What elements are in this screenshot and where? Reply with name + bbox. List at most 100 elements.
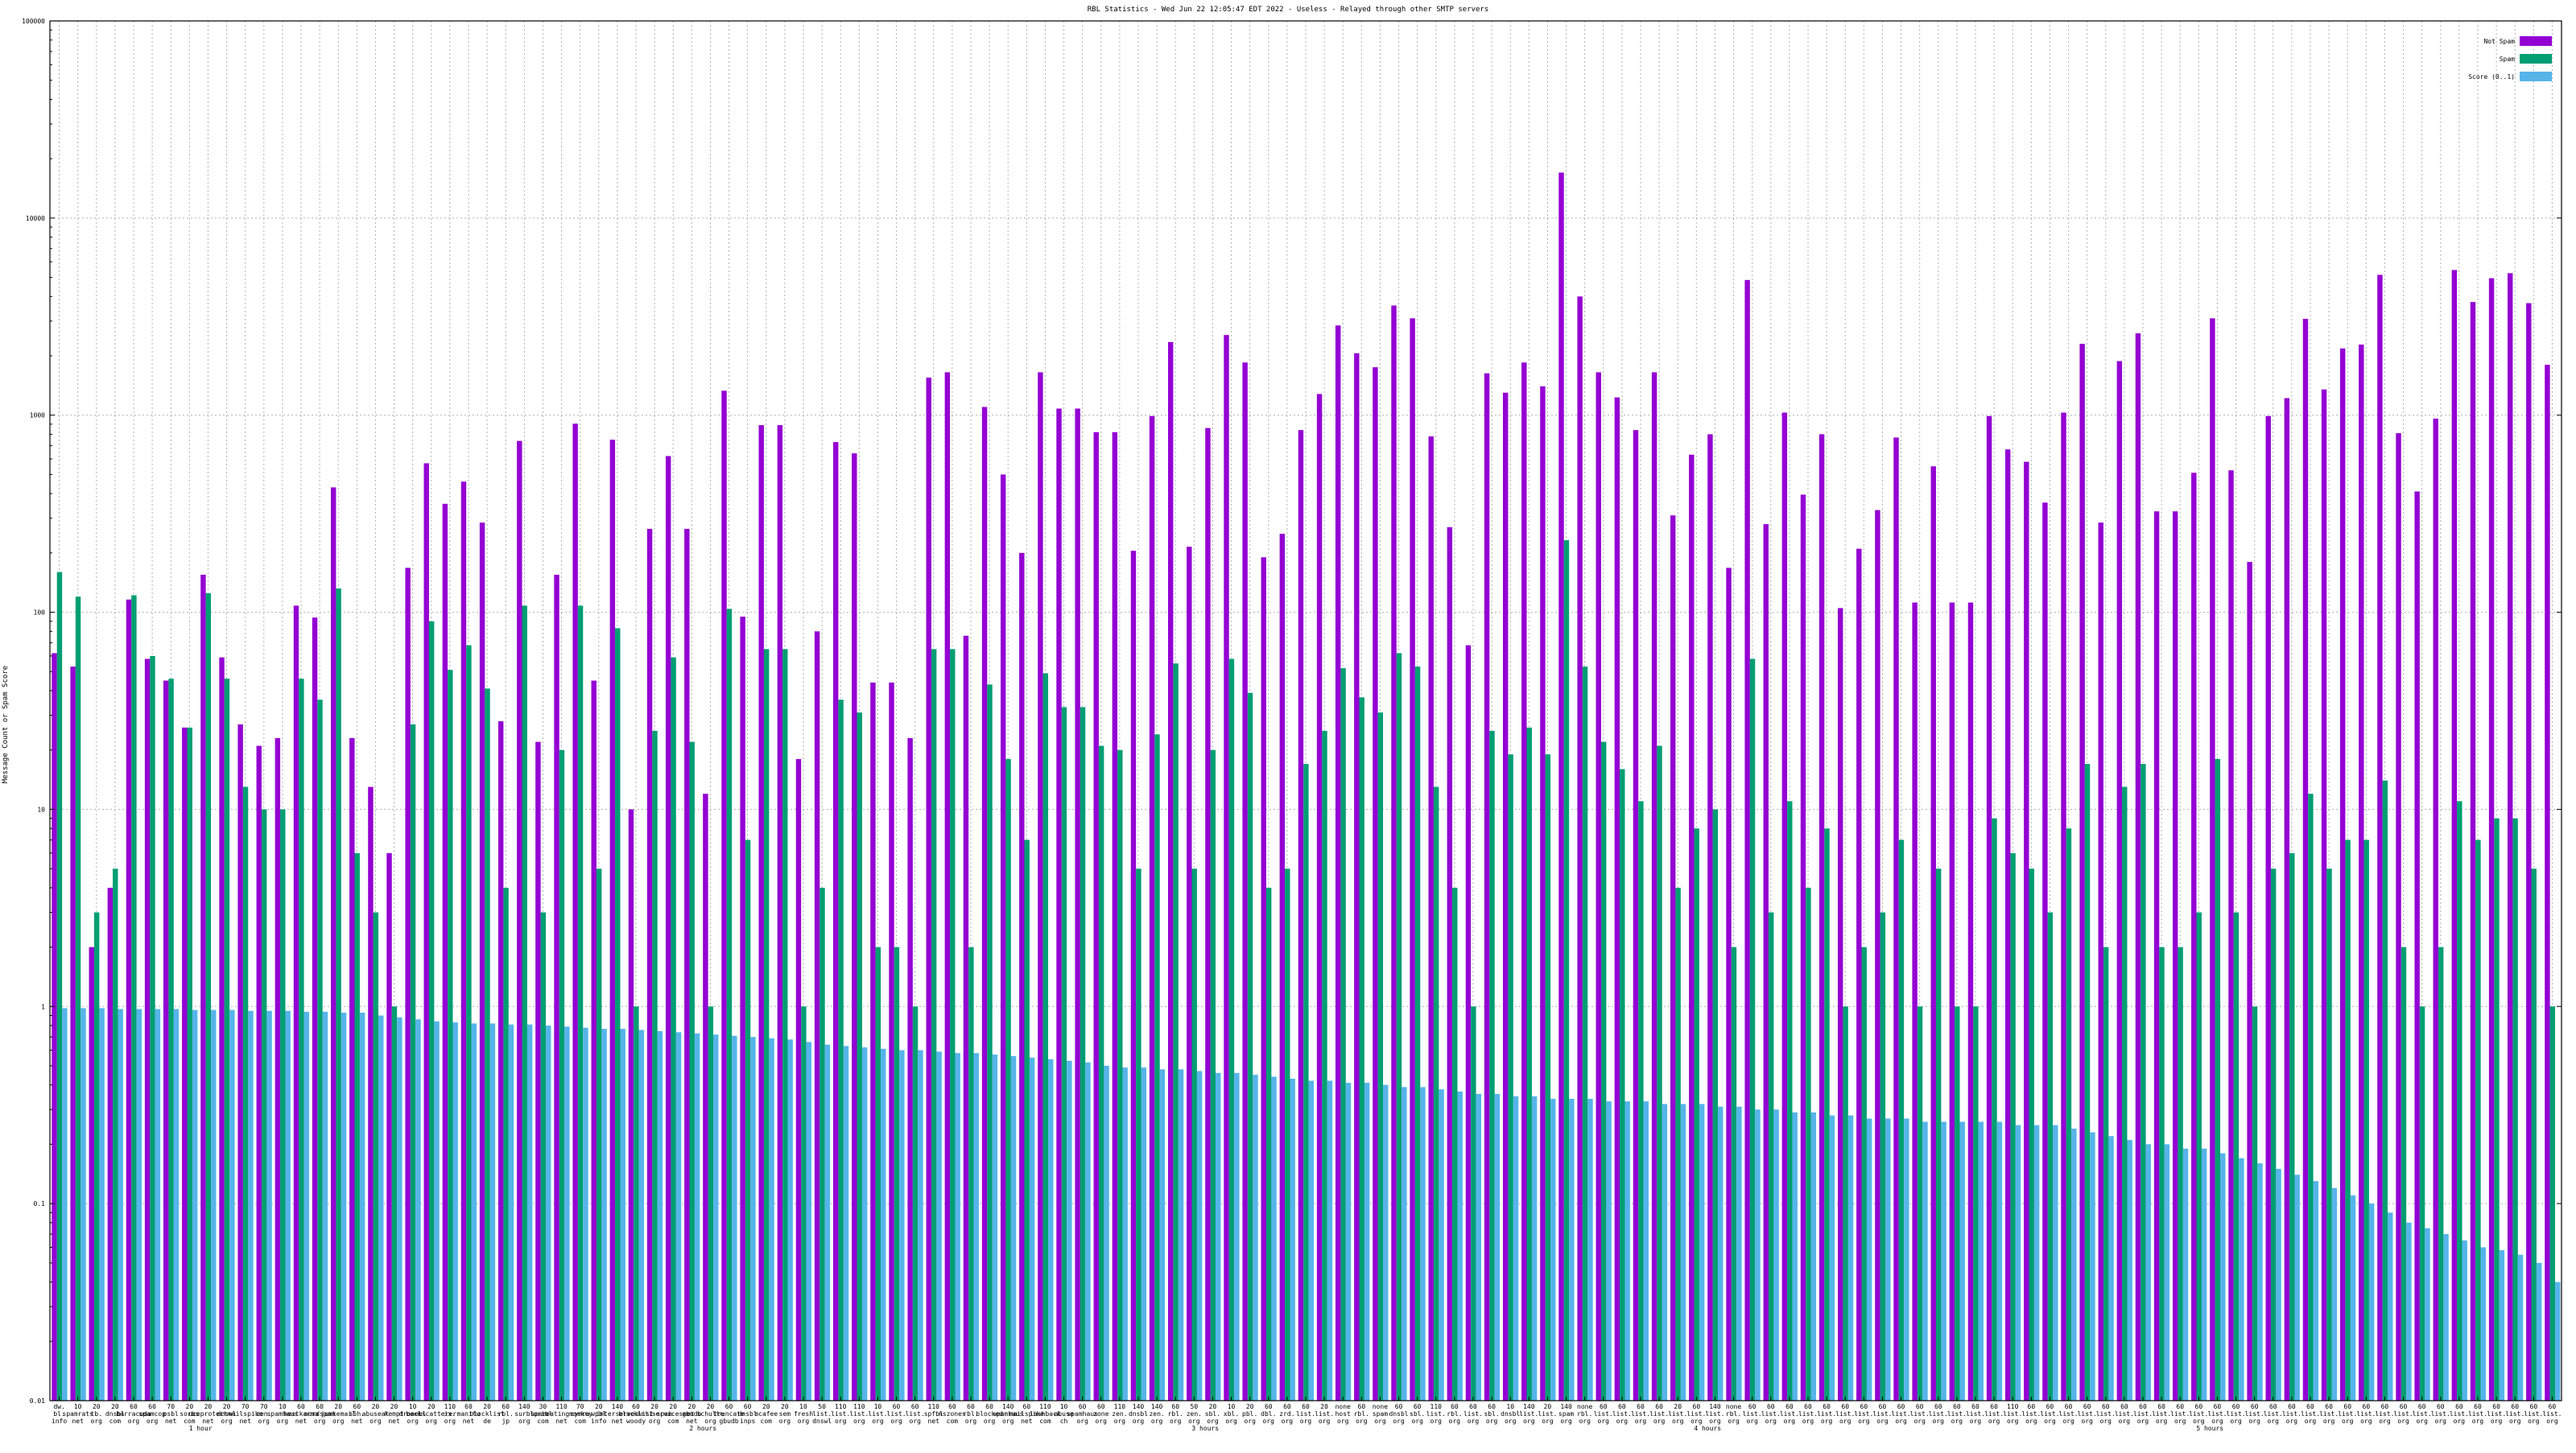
bar-not-spam-9 xyxy=(219,657,225,1401)
x-tick-label-mid-83: list. xyxy=(1594,1410,1613,1418)
x-tick-label-mid-48: nszones xyxy=(939,1410,966,1418)
x-tick-label-mid-19: dronebl xyxy=(399,1410,427,1418)
bar-not-spam-71 xyxy=(1373,367,1378,1401)
bar-spam-67 xyxy=(1303,764,1309,1401)
bar-spam-43 xyxy=(857,712,862,1401)
x-tick-label-top-128: 60 xyxy=(2437,1403,2445,1410)
x-tick-label-top-91: 60 xyxy=(1748,1403,1757,1410)
x-tick-label-mid-16: s5h. xyxy=(349,1410,365,1418)
x-tick-label-bot-115: org xyxy=(2193,1418,2205,1425)
x-hour-label-2: 3 hours xyxy=(1191,1425,1219,1432)
bar-spam-28 xyxy=(577,605,584,1401)
x-tick-label-mid-88: list. xyxy=(1686,1410,1706,1418)
x-hour-label-1: 2 hours xyxy=(689,1425,716,1432)
x-tick-label-mid-101: list. xyxy=(1929,1410,1948,1418)
bar-not-spam-35 xyxy=(703,794,708,1401)
x-tick-label-mid-5: spamcop xyxy=(138,1410,166,1418)
bar-score-0-1--109 xyxy=(2090,1132,2095,1401)
bar-spam-23 xyxy=(485,688,490,1401)
x-tick-label-bot-80: org xyxy=(1542,1418,1554,1425)
x-tick-label-mid-57: zen. xyxy=(1112,1410,1127,1418)
bar-score-0-1--54 xyxy=(1067,1060,1072,1401)
bar-score-0-1--105 xyxy=(2015,1125,2021,1401)
bar-spam-80 xyxy=(1545,754,1551,1401)
x-tick-label-bot-73: org xyxy=(1411,1418,1423,1425)
bar-score-0-1--5 xyxy=(155,1009,161,1401)
x-tick-label-mid-105: list. xyxy=(2003,1410,2022,1418)
x-tick-label-top-30: 140 xyxy=(612,1403,624,1410)
x-tick-label-top-17: 20 xyxy=(372,1403,380,1410)
bar-not-spam-72 xyxy=(1391,305,1397,1401)
x-tick-label-bot-10: net xyxy=(239,1418,251,1425)
x-tick-label-bot-19: org xyxy=(407,1418,419,1425)
x-tick-label-mid-32: anti-spam xyxy=(637,1410,672,1418)
bar-not-spam-7 xyxy=(182,727,188,1401)
bar-not-spam-73 xyxy=(1410,318,1415,1401)
x-tick-label-mid-30: interserver xyxy=(596,1410,638,1418)
bar-score-0-1--44 xyxy=(881,1048,886,1401)
bar-score-0-1--119 xyxy=(2276,1169,2281,1401)
x-tick-label-bot-119: org xyxy=(2268,1418,2280,1425)
x-tick-label-bot-64: org xyxy=(1244,1418,1256,1425)
x-tick-label-mid-93: list. xyxy=(1780,1410,1799,1418)
bar-spam-117 xyxy=(2233,912,2240,1401)
x-tick-label-mid-68: list. xyxy=(1315,1410,1334,1418)
legend-swatch-0 xyxy=(2520,36,2552,46)
bar-spam-47 xyxy=(931,649,937,1401)
bar-not-spam-69 xyxy=(1335,325,1341,1401)
bar-spam-64 xyxy=(1247,692,1253,1401)
bar-not-spam-70 xyxy=(1354,353,1360,1401)
bar-spam-69 xyxy=(1340,668,1346,1401)
bar-score-0-1--68 xyxy=(1327,1080,1333,1401)
bar-spam-24 xyxy=(503,887,509,1401)
bar-score-0-1--7 xyxy=(192,1009,198,1401)
x-tick-label-mid-132: list. xyxy=(2505,1410,2524,1418)
x-tick-label-top-90: none xyxy=(1726,1403,1741,1410)
x-tick-label-mid-21: ix. xyxy=(444,1410,456,1418)
x-tick-label-mid-1: spamrats xyxy=(62,1410,93,1418)
x-tick-label-top-66: 60 xyxy=(1283,1403,1291,1410)
x-tick-label-bot-132: org xyxy=(2509,1418,2521,1425)
x-tick-label-top-8: 20 xyxy=(204,1403,213,1410)
bar-not-spam-111 xyxy=(2116,361,2123,1401)
x-tick-label-mid-121: list. xyxy=(2301,1410,2320,1418)
x-tick-label-mid-125: list. xyxy=(2375,1410,2394,1418)
x-tick-label-top-94: 60 xyxy=(1804,1403,1812,1410)
x-tick-label-top-45: 60 xyxy=(893,1403,901,1410)
x-tick-label-top-133: 60 xyxy=(2530,1403,2538,1410)
x-tick-label-bot-128: org xyxy=(2435,1418,2447,1425)
x-tick-label-bot-8: net xyxy=(202,1418,214,1425)
bar-score-0-1--10 xyxy=(248,1010,254,1401)
bar-spam-54 xyxy=(1061,707,1067,1401)
bar-spam-49 xyxy=(968,947,974,1401)
bar-score-0-1--81 xyxy=(1569,1099,1575,1401)
bar-spam-60 xyxy=(1173,663,1179,1401)
y-tick-label-4: 100 xyxy=(34,609,46,617)
legend-label-2: Score (0..1) xyxy=(2468,73,2515,80)
bar-score-0-1--3 xyxy=(118,1009,123,1401)
x-tick-label-bot-57: org xyxy=(1114,1418,1126,1425)
x-tick-label-top-60: 60 xyxy=(1171,1403,1179,1410)
bar-not-spam-6 xyxy=(163,680,169,1401)
bar-not-spam-125 xyxy=(2377,275,2383,1401)
x-tick-label-mid-85: list. xyxy=(1631,1410,1650,1418)
bar-not-spam-121 xyxy=(2302,319,2309,1401)
x-tick-label-top-101: 60 xyxy=(1934,1403,1942,1410)
x-tick-label-top-131: 60 xyxy=(2492,1403,2500,1410)
bar-spam-40 xyxy=(801,1006,807,1401)
bar-score-0-1--41 xyxy=(824,1044,831,1401)
x-tick-label-top-68: 20 xyxy=(1320,1403,1328,1410)
bar-not-spam-82 xyxy=(1577,296,1583,1401)
x-tick-label-top-113: 60 xyxy=(2157,1403,2165,1410)
x-tick-label-top-3: 20 xyxy=(111,1403,119,1410)
bar-spam-65 xyxy=(1265,887,1272,1401)
x-tick-label-mid-103: list. xyxy=(1966,1410,1985,1418)
bar-spam-102 xyxy=(1955,1006,1960,1401)
bar-spam-57 xyxy=(1117,749,1123,1401)
bar-spam-11 xyxy=(261,809,267,1401)
x-tick-label-bot-44: org xyxy=(872,1418,884,1425)
x-tick-label-bot-11: org xyxy=(258,1418,270,1425)
bar-not-spam-115 xyxy=(2191,473,2197,1401)
bar-not-spam-119 xyxy=(2265,415,2271,1401)
bar-score-0-1--57 xyxy=(1122,1067,1128,1401)
